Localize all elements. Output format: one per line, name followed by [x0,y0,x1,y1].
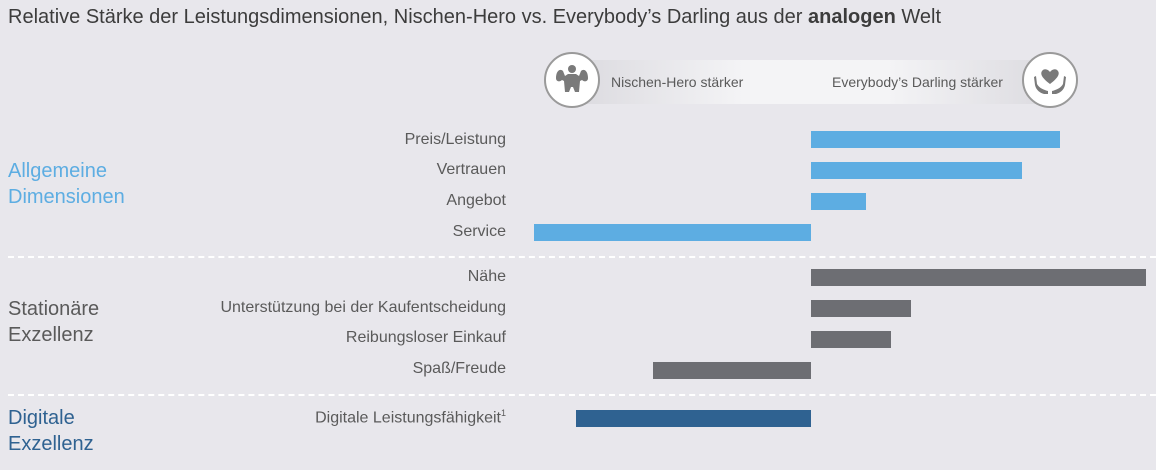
legend-left-label: Nischen-Hero stärker [611,74,744,90]
bar-service [534,224,811,241]
category-label: Preis/Leistung [404,131,506,148]
bar-reibungslos [811,331,892,348]
legend-band [580,60,1050,104]
footnote-marker: 1 [500,408,506,418]
category-label: Angebot [446,192,506,209]
bar-unterstuetzung [811,300,911,317]
group-label-digitale: Digitale Exzellenz [8,407,94,455]
bar-vertrauen [811,162,1022,179]
category-label: Reibungsloser Einkauf [345,329,506,346]
bar-angebot [811,193,867,210]
heart-hands-icon [1022,52,1078,108]
group-label-allgemeine: Allgemeine Dimensionen [8,160,125,208]
chart-title: Relative Stärke der Leistungsdimensionen… [8,6,942,28]
category-label: Unterstützung bei der Kaufentscheidung [220,299,506,316]
bar-naehe [811,269,1147,286]
legend-right-label: Everybody’s Darling stärker [832,74,1003,90]
group-divider [8,394,1156,396]
muscle-man-icon [544,52,600,108]
category-label: Vertrauen [436,161,506,178]
category-label: Service [452,223,506,240]
category-label: Spaß/Freude [412,360,506,377]
category-label: Digitale Leistungsfähigkeit1 [315,408,506,427]
group-divider [8,256,1156,258]
bar-digitale-leistung [575,410,811,427]
bar-spass-freude [653,362,811,379]
group-label-stationaere: Stationäre Exzellenz [8,298,100,346]
category-label: Nähe [467,268,506,285]
bar-preis-leistung [811,131,1061,148]
